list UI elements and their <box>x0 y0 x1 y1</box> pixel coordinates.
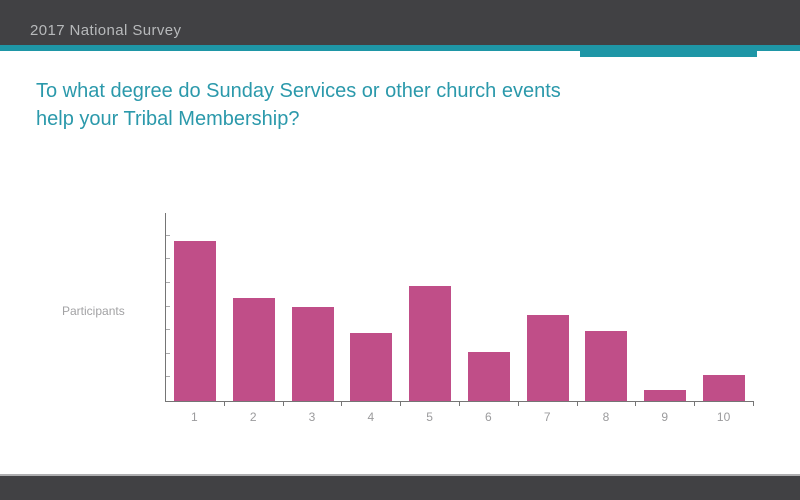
y-tick <box>166 282 170 283</box>
x-tick <box>635 401 637 406</box>
bar-chart-plot-area <box>165 213 754 406</box>
bar-category-6 <box>467 352 510 401</box>
y-axis-label: Participants <box>62 304 125 318</box>
slide-title: To what degree do Sunday Services or oth… <box>36 77 636 133</box>
slide-title-line-1: To what degree do Sunday Services or oth… <box>36 80 561 102</box>
slide-header-bar: 2017 National Survey <box>0 0 800 45</box>
x-tick-label: 10 <box>716 410 731 424</box>
x-tick <box>753 401 754 406</box>
x-tick <box>341 401 343 406</box>
x-tick <box>400 401 402 406</box>
x-tick-label: 6 <box>485 410 492 424</box>
x-tick <box>517 401 519 406</box>
teal-accent-segment <box>580 45 757 57</box>
bar-category-1 <box>174 241 217 401</box>
bar-category-2 <box>233 297 276 401</box>
y-tick <box>166 329 170 331</box>
bar-category-5 <box>409 286 452 401</box>
bar-category-3 <box>291 307 334 401</box>
x-tick <box>459 401 460 406</box>
y-tick <box>166 305 170 307</box>
y-tick <box>166 258 170 260</box>
slide-footer-bar <box>0 474 800 500</box>
bar-category-10 <box>702 374 745 401</box>
bar-slot <box>636 213 695 401</box>
y-tick <box>166 352 170 354</box>
x-tick <box>282 401 284 406</box>
bar-slot <box>460 213 519 401</box>
x-tick <box>576 401 578 406</box>
x-axis-labels: 1 2 3 4 5 6 7 8 9 10 <box>165 410 753 424</box>
bar-slot <box>401 213 460 401</box>
bar-category-4 <box>350 333 393 401</box>
x-tick-label: 8 <box>602 410 610 424</box>
slide-title-line-2: help your Tribal Membership? <box>36 108 300 130</box>
teal-accent-strip <box>0 45 800 51</box>
bar-slot <box>577 213 636 401</box>
bar-slots <box>166 213 753 401</box>
x-tick-label: 9 <box>661 410 669 424</box>
x-tick <box>223 401 225 406</box>
header-title: 2017 National Survey <box>30 22 182 39</box>
bar-category-9 <box>643 389 686 401</box>
bar-slot <box>166 213 225 401</box>
bar-slot <box>283 213 342 401</box>
x-tick-label: 4 <box>367 410 375 424</box>
bar-category-8 <box>585 331 628 401</box>
x-tick-label: 5 <box>426 410 433 424</box>
y-tick <box>166 234 170 236</box>
bar-slot <box>225 213 284 401</box>
x-tick-label: 2 <box>249 410 257 424</box>
bar-slot <box>342 213 401 401</box>
bar-slot <box>694 213 753 401</box>
y-tick <box>166 376 170 378</box>
x-tick-label: 3 <box>308 410 316 424</box>
x-tick <box>694 401 696 406</box>
bar-category-7 <box>526 314 569 401</box>
bar-slot <box>518 213 577 401</box>
x-tick-label: 1 <box>191 410 198 424</box>
x-tick-label: 7 <box>543 410 551 424</box>
